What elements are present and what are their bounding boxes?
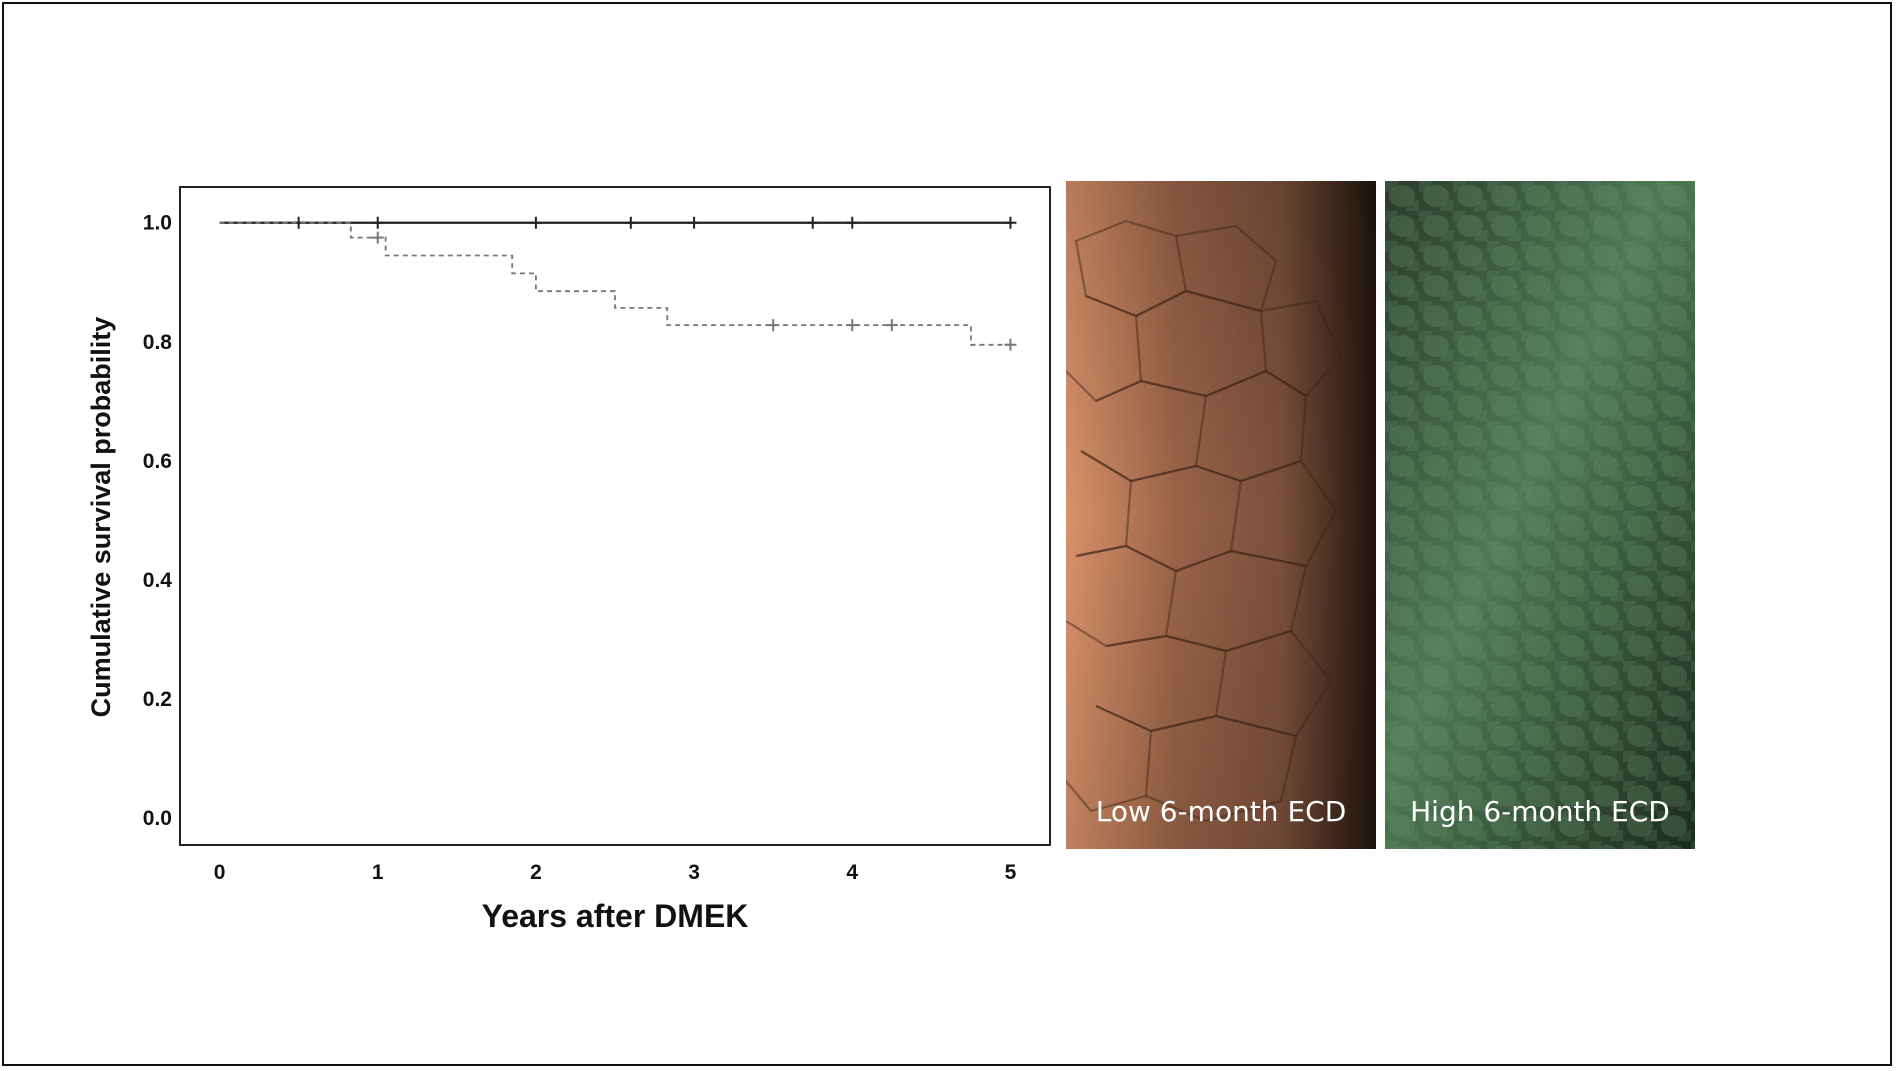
high-ecd-image: High 6-month ECD (1385, 181, 1695, 849)
series-1-censor-mark (806, 216, 819, 229)
x-tick-label: 4 (846, 861, 858, 884)
y-tick-label: 0.8 (143, 331, 173, 354)
series-1-censor-mark (1004, 216, 1017, 229)
y-tick-labels: 0.0 0.2 0.4 0.6 0.8 1.0 (143, 212, 173, 830)
low-ecd-image: Low 6-month ECD (1066, 181, 1376, 849)
plot-area (179, 186, 1051, 846)
high-ecd-caption: High 6-month ECD (1410, 795, 1670, 828)
y-tick-label: 0.6 (143, 450, 172, 473)
x-tick-labels: 0 1 2 3 4 5 (214, 861, 1017, 884)
series-2-censor-mark (885, 319, 898, 332)
y-tick-label: 0.4 (143, 569, 173, 592)
series-layer (219, 216, 1017, 351)
x-tick-label: 0 (214, 861, 226, 884)
y-axis-title: Cumulative survival probability (86, 317, 116, 718)
series-1-censor-mark (688, 216, 701, 229)
x-tick-label: 5 (1005, 861, 1017, 884)
x-tick-label: 1 (372, 861, 384, 884)
series-2-censor-mark (767, 319, 780, 332)
x-tick-label: 2 (530, 861, 542, 884)
series-2-survival-curve (219, 221, 1011, 346)
x-tick-label: 3 (688, 861, 700, 884)
low-ecd-micrograph: Low 6-month ECD (1066, 181, 1376, 849)
x-axis-title: Years after DMEK (482, 898, 749, 934)
y-tick-label: 0.2 (143, 688, 172, 711)
series-2-censor-mark (1004, 338, 1017, 351)
high-ecd-micrograph: High 6-month ECD (1385, 181, 1695, 849)
low-ecd-caption: Low 6-month ECD (1096, 795, 1347, 828)
series-2-censor-mark (371, 231, 384, 244)
survival-chart: 0.0 0.2 0.4 0.6 0.8 1.0 0 1 2 3 4 5 Years after DM… (86, 186, 1051, 934)
y-tick-label: 1.0 (143, 212, 172, 235)
series-1-censor-mark (371, 216, 384, 229)
series-1-censor-mark (846, 216, 859, 229)
series-1-censor-mark (529, 216, 542, 229)
series-2-censor-mark (846, 319, 859, 332)
y-tick-label: 0.0 (143, 807, 172, 830)
series-1-censor-mark (624, 216, 637, 229)
